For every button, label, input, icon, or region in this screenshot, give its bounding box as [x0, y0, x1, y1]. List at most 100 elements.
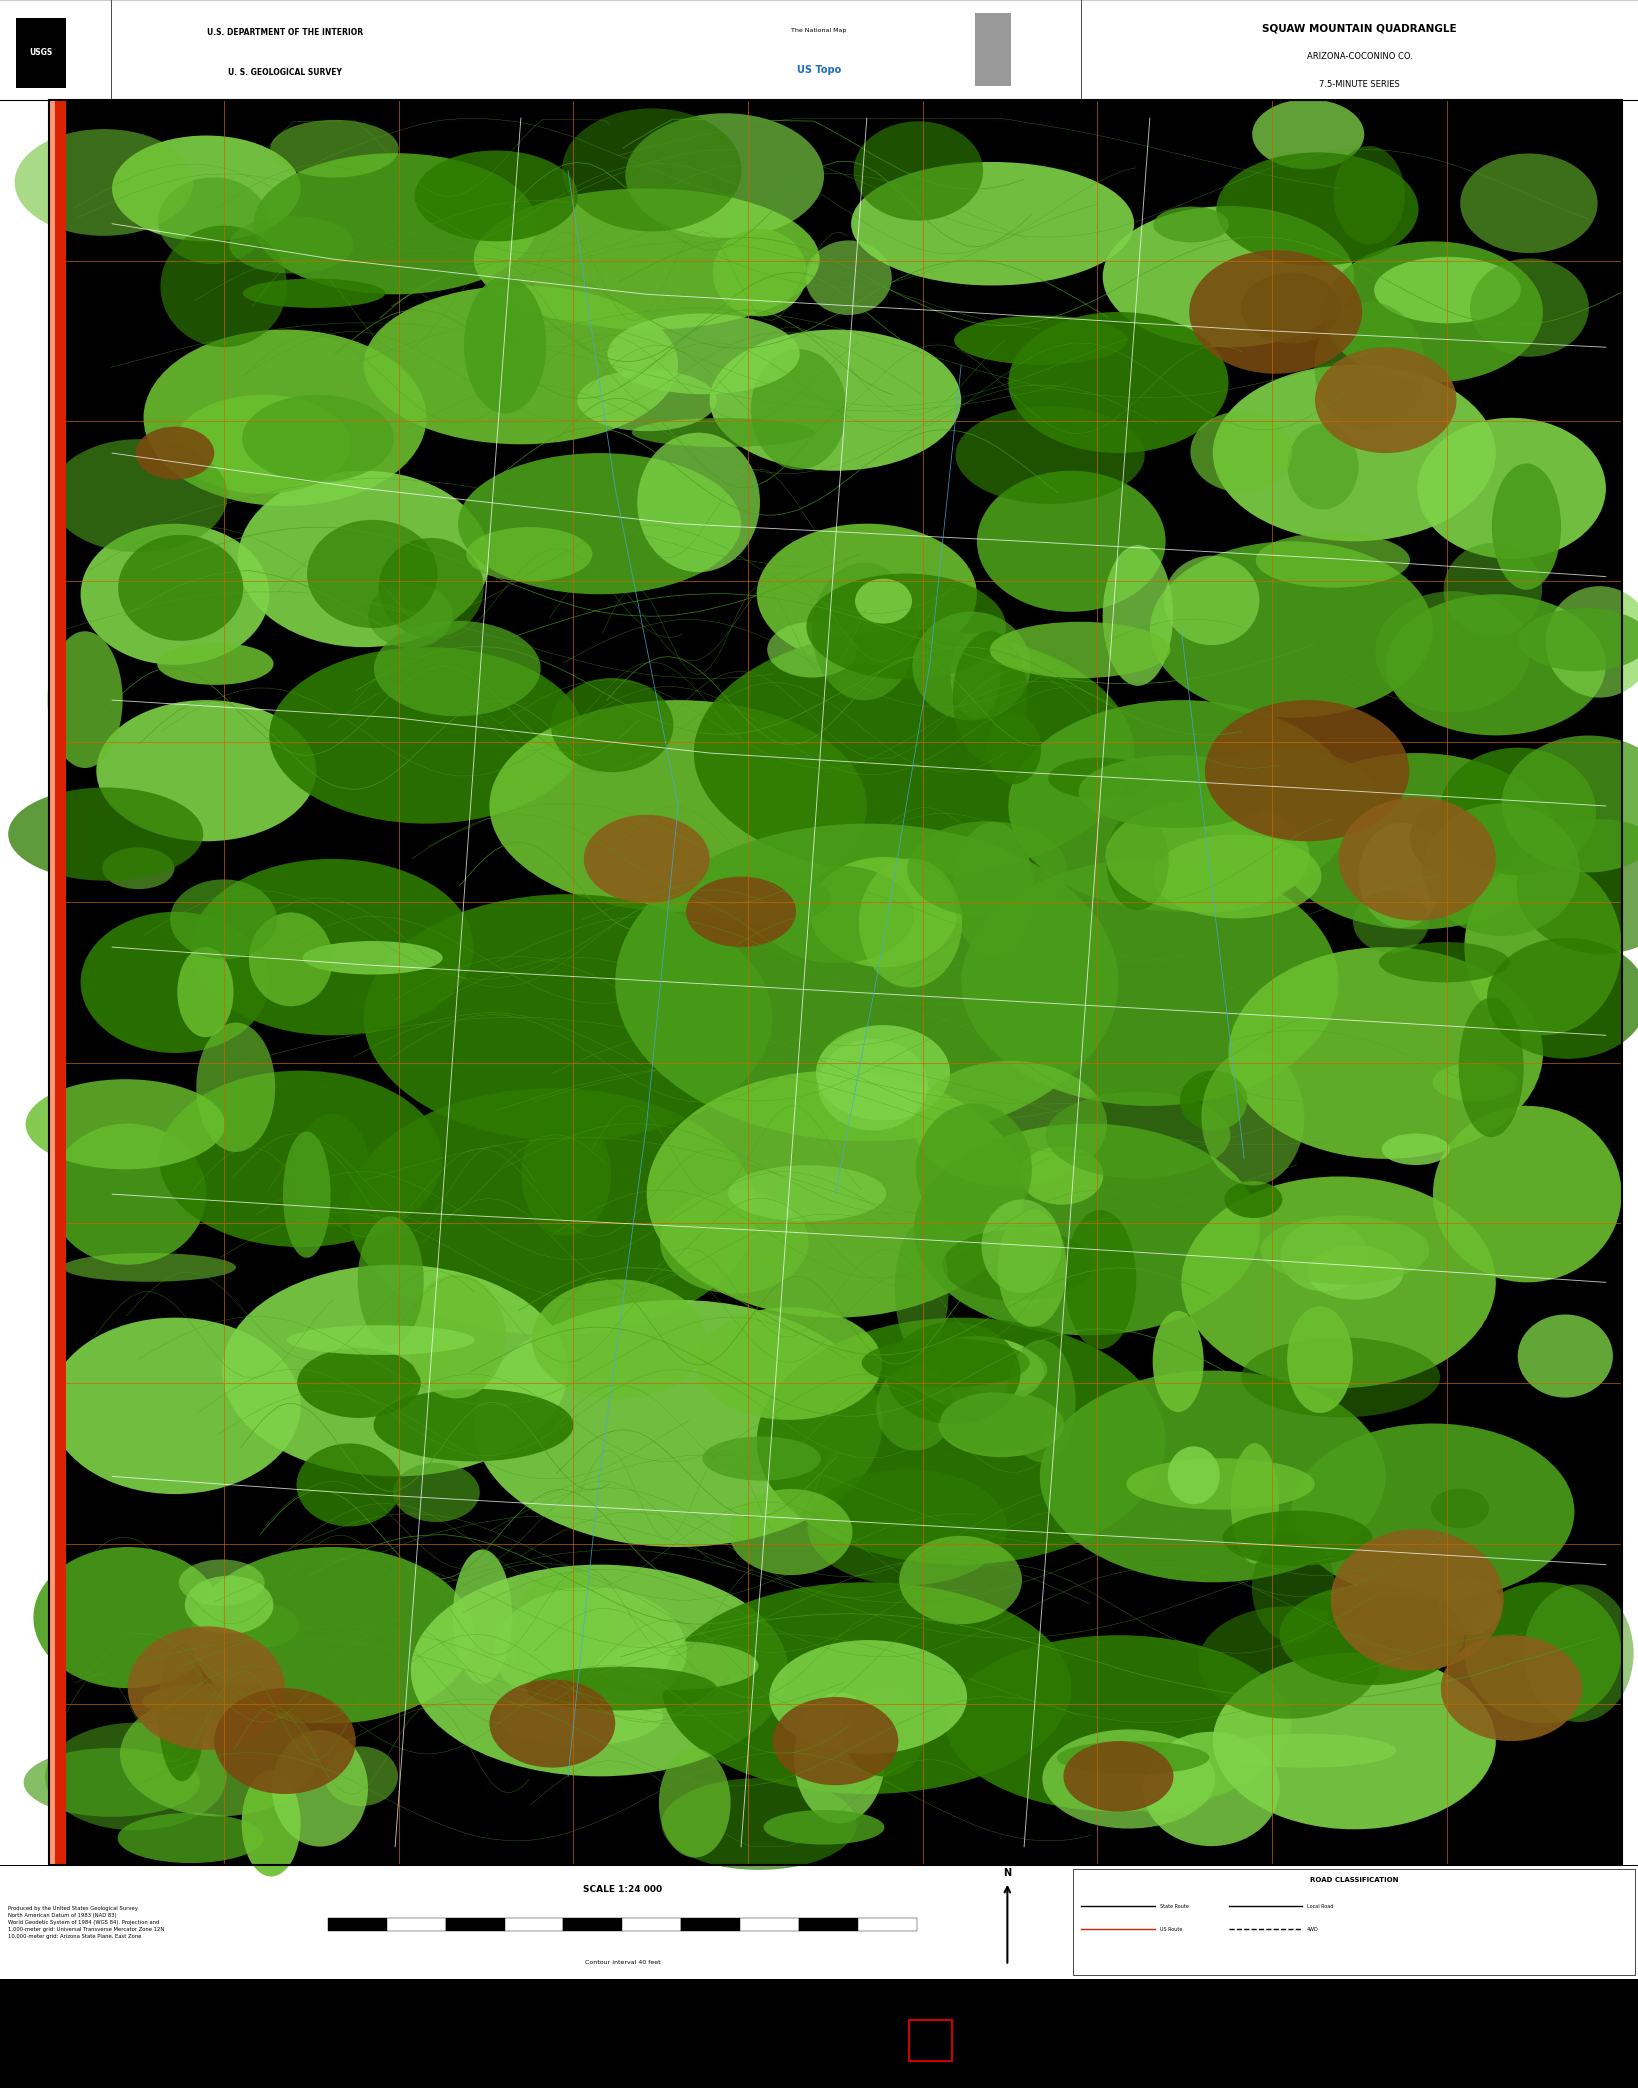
Ellipse shape: [616, 823, 1119, 1142]
Ellipse shape: [8, 787, 203, 881]
Ellipse shape: [1279, 1585, 1464, 1685]
Ellipse shape: [1165, 555, 1260, 645]
Ellipse shape: [1330, 1528, 1504, 1670]
Ellipse shape: [190, 858, 473, 1036]
Text: U.S. DEPARTMENT OF THE INTERIOR: U.S. DEPARTMENT OF THE INTERIOR: [206, 27, 364, 38]
Ellipse shape: [1212, 1654, 1495, 1829]
Text: SQUAW MOUNTAIN QUADRANGLE: SQUAW MOUNTAIN QUADRANGLE: [1263, 23, 1456, 33]
Ellipse shape: [1106, 812, 1168, 910]
Ellipse shape: [287, 1326, 475, 1355]
Ellipse shape: [853, 121, 983, 221]
Ellipse shape: [1048, 758, 1152, 800]
Ellipse shape: [1009, 699, 1355, 912]
Ellipse shape: [1242, 1338, 1440, 1418]
Ellipse shape: [411, 1564, 788, 1777]
Ellipse shape: [1523, 1585, 1633, 1723]
Ellipse shape: [1042, 1729, 1215, 1829]
Ellipse shape: [1459, 998, 1523, 1138]
Bar: [740, 1919, 799, 1931]
Ellipse shape: [1433, 1107, 1622, 1282]
Ellipse shape: [562, 109, 742, 232]
Ellipse shape: [1441, 1635, 1582, 1741]
Ellipse shape: [1040, 1370, 1386, 1583]
Ellipse shape: [1047, 1092, 1230, 1178]
Ellipse shape: [1057, 1741, 1209, 1775]
Bar: [0, 0, 1638, 100]
Text: Local Road: Local Road: [1307, 1904, 1333, 1908]
Ellipse shape: [763, 1810, 885, 1844]
Ellipse shape: [44, 1723, 226, 1831]
Ellipse shape: [1143, 1731, 1279, 1846]
Ellipse shape: [490, 1679, 616, 1769]
Ellipse shape: [414, 150, 578, 242]
Bar: [563, 1919, 622, 1931]
Ellipse shape: [914, 1123, 1260, 1336]
Ellipse shape: [658, 1748, 731, 1858]
Ellipse shape: [144, 330, 426, 505]
Ellipse shape: [729, 1165, 886, 1221]
Ellipse shape: [1065, 1209, 1137, 1349]
Ellipse shape: [986, 714, 1042, 785]
Ellipse shape: [1230, 1443, 1279, 1564]
Ellipse shape: [844, 1687, 925, 1777]
Ellipse shape: [811, 856, 957, 967]
Ellipse shape: [473, 188, 819, 330]
Ellipse shape: [909, 1336, 1043, 1407]
Ellipse shape: [729, 1489, 852, 1574]
Ellipse shape: [1201, 1048, 1304, 1186]
Ellipse shape: [249, 912, 333, 1006]
Ellipse shape: [378, 539, 483, 637]
Ellipse shape: [998, 1242, 1053, 1307]
Ellipse shape: [912, 612, 1030, 720]
Ellipse shape: [159, 1071, 442, 1247]
Ellipse shape: [1217, 1733, 1397, 1769]
Ellipse shape: [1438, 1579, 1502, 1635]
Ellipse shape: [1191, 411, 1292, 493]
Ellipse shape: [373, 620, 541, 716]
Ellipse shape: [794, 1693, 885, 1823]
Ellipse shape: [143, 1683, 300, 1721]
Ellipse shape: [955, 405, 1145, 503]
Ellipse shape: [757, 1318, 1166, 1564]
Ellipse shape: [33, 1547, 223, 1687]
Bar: [49, 100, 1622, 1865]
Ellipse shape: [698, 873, 832, 923]
Ellipse shape: [894, 1224, 948, 1355]
Ellipse shape: [981, 1199, 1061, 1292]
Text: USGS: USGS: [29, 48, 52, 56]
Ellipse shape: [953, 631, 1027, 762]
Ellipse shape: [526, 1666, 717, 1710]
Ellipse shape: [357, 1217, 424, 1345]
Text: 4WD: 4WD: [1307, 1927, 1319, 1931]
Bar: [49, 100, 1622, 1865]
Ellipse shape: [1517, 818, 1638, 954]
Ellipse shape: [817, 1040, 929, 1130]
Ellipse shape: [270, 119, 398, 177]
Ellipse shape: [238, 470, 490, 647]
Ellipse shape: [976, 470, 1166, 612]
Ellipse shape: [1492, 464, 1561, 589]
Ellipse shape: [942, 1230, 1093, 1301]
Ellipse shape: [49, 1318, 301, 1495]
Ellipse shape: [1186, 748, 1379, 850]
Ellipse shape: [1102, 207, 1355, 347]
Ellipse shape: [750, 349, 847, 470]
Ellipse shape: [229, 215, 354, 274]
Ellipse shape: [1153, 207, 1228, 242]
Ellipse shape: [1189, 251, 1363, 374]
Ellipse shape: [1376, 591, 1530, 712]
Bar: [1073, 1869, 1635, 1975]
Text: N: N: [1004, 1867, 1011, 1877]
Ellipse shape: [862, 1338, 1030, 1389]
Ellipse shape: [709, 330, 962, 470]
Ellipse shape: [1469, 259, 1589, 357]
Ellipse shape: [855, 578, 912, 624]
Ellipse shape: [23, 1748, 200, 1817]
Ellipse shape: [583, 814, 709, 902]
Ellipse shape: [26, 1079, 224, 1169]
Ellipse shape: [364, 286, 678, 445]
Ellipse shape: [806, 574, 1006, 679]
Text: ARIZONA-COCONINO CO.: ARIZONA-COCONINO CO.: [1307, 52, 1412, 61]
Ellipse shape: [1315, 347, 1456, 453]
Ellipse shape: [998, 1209, 1066, 1326]
